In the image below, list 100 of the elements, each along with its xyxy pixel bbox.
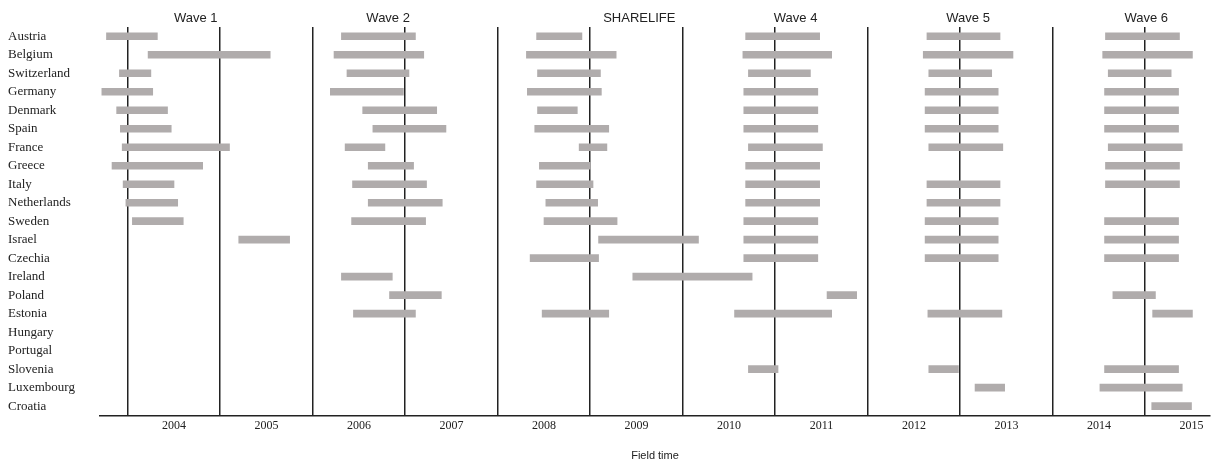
bar <box>1104 87 1179 96</box>
bar <box>346 69 410 78</box>
bar <box>826 291 857 300</box>
bar <box>598 235 699 244</box>
y-tick-label: Slovenia <box>8 360 54 376</box>
bar <box>1112 291 1156 300</box>
bar <box>928 69 993 78</box>
bar <box>120 124 172 133</box>
bar <box>351 217 426 226</box>
x-tick-label: 2011 <box>809 417 834 432</box>
x-axis-title: Field time <box>631 449 679 462</box>
bar <box>341 32 416 41</box>
bar <box>545 198 598 207</box>
bar <box>924 217 999 226</box>
bar <box>924 87 999 96</box>
bar <box>743 106 819 115</box>
bar <box>527 87 602 96</box>
y-tick-label: Sweden <box>8 212 50 228</box>
bar <box>745 161 820 170</box>
bar <box>743 87 819 96</box>
y-tick-label: Netherlands <box>8 194 71 210</box>
bar <box>147 50 271 59</box>
bar <box>927 309 1003 318</box>
bar <box>125 198 179 207</box>
bar <box>367 198 443 207</box>
bar <box>1105 161 1180 170</box>
bar <box>341 272 393 281</box>
bar <box>330 87 404 96</box>
y-tick-label: Switzerland <box>8 64 71 80</box>
bar <box>1099 383 1183 392</box>
bar <box>111 161 204 170</box>
bar <box>1105 180 1180 189</box>
y-tick-label: Czechia <box>8 249 51 265</box>
bar <box>1104 106 1179 115</box>
series-label: Wave 2 <box>366 10 410 26</box>
y-tick-label: Estonia <box>8 305 48 321</box>
y-tick-label: Israel <box>8 231 38 247</box>
bar <box>1152 309 1193 318</box>
bar <box>1104 254 1179 263</box>
bar <box>1104 235 1179 244</box>
bar <box>743 235 819 244</box>
bar <box>748 365 779 373</box>
bar <box>1151 402 1192 410</box>
bar <box>974 383 1005 392</box>
bar <box>333 50 425 59</box>
bar <box>924 106 999 115</box>
bar <box>922 50 1014 59</box>
y-tick-label: Greece <box>8 157 46 173</box>
bar <box>743 217 819 226</box>
bar <box>367 161 414 170</box>
bar <box>122 180 175 189</box>
bar <box>1107 69 1172 78</box>
x-tick-label: 2012 <box>902 417 926 432</box>
bar <box>748 143 823 152</box>
y-tick-label: Germany <box>8 83 57 99</box>
bar <box>121 143 230 152</box>
x-tick-label: 2005 <box>254 417 279 432</box>
bar <box>1104 217 1179 226</box>
y-tick-label: Ireland <box>8 268 46 284</box>
bar <box>372 124 447 133</box>
series-label: Wave 1 <box>173 10 218 26</box>
bar <box>536 180 594 189</box>
bar <box>526 50 617 59</box>
bar <box>924 235 999 244</box>
bar <box>926 198 1001 207</box>
bar <box>238 235 290 244</box>
bar <box>132 217 184 226</box>
x-tick-label: 2006 <box>347 417 371 432</box>
bar <box>543 217 618 226</box>
series-label: Wave 5 <box>946 10 990 26</box>
bar <box>536 32 583 41</box>
bar <box>742 50 833 59</box>
series-label: Wave 6 <box>1124 10 1168 26</box>
bar <box>926 180 1001 189</box>
bar <box>389 291 442 300</box>
bar <box>106 32 158 41</box>
bar <box>748 69 811 78</box>
bar <box>1104 365 1179 373</box>
bar <box>924 124 999 133</box>
y-tick-label: Portugal <box>8 342 53 358</box>
x-tick-label: 2004 <box>162 417 186 432</box>
x-tick-label: 2009 <box>624 417 649 432</box>
bar <box>537 69 601 78</box>
x-tick-label: 2007 <box>439 417 464 432</box>
x-tick-label: 2014 <box>1087 417 1111 432</box>
bar <box>116 106 168 115</box>
bar <box>541 309 610 318</box>
bar <box>119 69 152 78</box>
bar <box>1107 143 1183 152</box>
y-tick-label: Poland <box>8 286 45 302</box>
bar <box>362 106 438 115</box>
x-tick-label: 2008 <box>532 417 556 432</box>
bar <box>352 180 427 189</box>
y-tick-label: France <box>8 138 44 154</box>
y-tick-label: Denmark <box>8 101 57 117</box>
x-tick-label: 2015 <box>1179 417 1204 432</box>
y-tick-label: Italy <box>8 175 33 191</box>
bar <box>101 87 154 96</box>
bar <box>924 254 999 263</box>
y-tick-label: Hungary <box>8 323 54 339</box>
